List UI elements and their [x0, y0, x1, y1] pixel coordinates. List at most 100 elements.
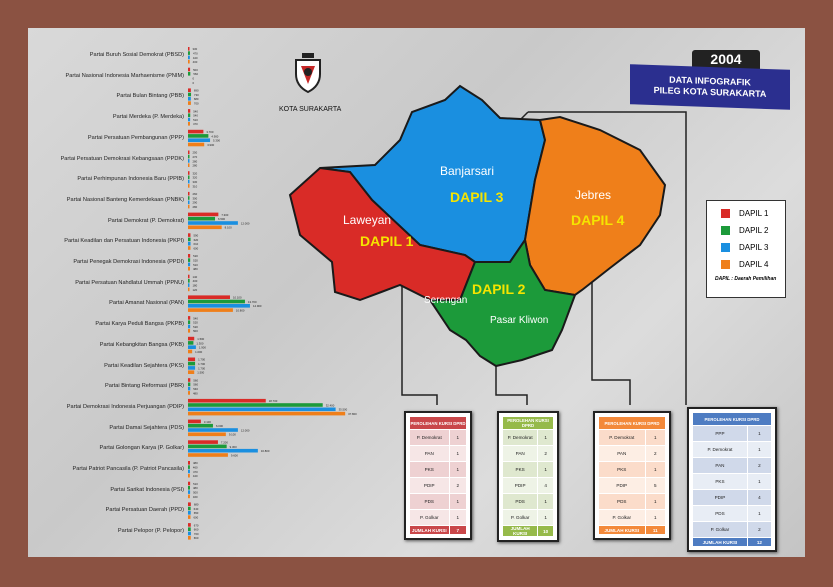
bar-value-label: 6.500 [218, 217, 225, 221]
party-cell: PPP [693, 426, 747, 441]
bar-value-label: 4.900 [211, 134, 218, 138]
table-row: P. Golkar 1 [503, 510, 553, 525]
bar-dapil-3 [188, 428, 238, 432]
table-row: P. Golkar 1 [410, 510, 466, 525]
bar-dapil-2 [188, 134, 209, 138]
bar-value-label: 560 [193, 72, 198, 76]
bar-dapil-1 [188, 191, 190, 196]
party-label: Partai Merdeka (P. Merdeka) [112, 114, 184, 121]
bar-dapil-3 [188, 241, 191, 246]
bar-dapil-2 [188, 72, 191, 76]
bar-dapil-3 [188, 345, 196, 349]
seat-cell: 1 [645, 494, 665, 509]
table-row: P. Demokrat 1 [599, 430, 665, 445]
bar-value-label: 560 [193, 378, 198, 382]
seat-cell: 1 [645, 430, 665, 445]
bar-value-label: 480 [193, 391, 198, 395]
bar-value-label: 32.400 [326, 403, 335, 407]
seat-cell: 1 [747, 426, 771, 441]
bar-value-label: 1.700 [198, 366, 205, 370]
table-row: PAN 1 [410, 446, 466, 461]
party-label: Partai Penegak Demokrasi Indonesia (PPDI… [73, 259, 184, 265]
year-badge: 2004 [692, 50, 760, 69]
bar-dapil-4 [188, 473, 190, 478]
bar-dapil-3 [188, 511, 191, 515]
bar-dapil-1 [188, 316, 191, 320]
table-row: PDS 1 [693, 506, 771, 521]
bar-value-label: 510 [193, 263, 198, 267]
dapil-4-jebres [523, 115, 667, 297]
bar-dapil-4 [188, 536, 191, 540]
city-label: KOTA SURAKARTA [279, 106, 342, 113]
party-label: Partai Nasional Indonesia Marhaenisme (P… [65, 72, 184, 79]
bar-dapil-2 [188, 320, 191, 324]
bar-value-label: 400 [193, 279, 198, 283]
bar-value-label: 10.800 [236, 309, 245, 313]
bar-value-label: 610 [194, 242, 199, 246]
table-header: PEROLEHAN KURSI DPRD [410, 417, 466, 429]
bar-dapil-2 [188, 216, 216, 221]
bar-value-label: 180 [193, 284, 198, 288]
bar-dapil-3 [188, 97, 191, 101]
bar-value-label: 1.000 [195, 350, 202, 354]
bar-dapil-2 [188, 196, 190, 200]
dapil-3-label: DAPIL 3 [450, 189, 504, 205]
bar-value-label: 3.100 [204, 420, 211, 424]
total-label: JUMLAH KURSI [410, 526, 449, 534]
bar-value-label: 260 [193, 192, 198, 196]
party-cell: PAN [599, 446, 645, 461]
total-value: 7 [449, 526, 466, 534]
party-label: Partai Amanat Nasional (PAN) [109, 300, 184, 307]
bar-value-label: 35.500 [339, 408, 348, 412]
bar-value-label: 460 [193, 495, 198, 499]
district-serengan: Serengan [424, 295, 468, 306]
seat-cell: 2 [747, 522, 771, 537]
seat-cell: 2 [747, 458, 771, 473]
bar-dapil-4 [188, 142, 205, 147]
party-cell: PDIP [503, 478, 538, 493]
party-cell: PAN [410, 446, 449, 461]
table-row: P. Demokrat 1 [503, 430, 553, 445]
bar-value-label: 600 [193, 516, 198, 520]
bar-dapil-1 [188, 440, 218, 444]
bar-dapil-1 [188, 502, 191, 506]
bar-dapil-3 [188, 407, 336, 412]
bar-value-label: 520 [193, 259, 198, 263]
bar-value-label: 480 [193, 267, 198, 271]
table-row: PDIP 5 [599, 478, 665, 493]
seat-cell: 1 [747, 506, 771, 521]
table-header: PEROLEHAN KURSI DPRD [599, 417, 665, 429]
bar-dapil-2 [188, 465, 190, 469]
party-label: Partai Demokrasi Indonesia Perjuangan (P… [66, 403, 184, 410]
party-label: Partai Keadilan dan Persatuan Indonesia … [64, 238, 184, 245]
bar-dapil-1 [188, 419, 201, 424]
bar-value-label: 660 [194, 536, 199, 540]
seat-cell: 5 [645, 478, 665, 493]
seat-cell: 2 [538, 446, 553, 461]
bar-value-label: 700 [194, 102, 199, 106]
bar-dapil-2 [188, 299, 245, 304]
bar-dapil-2 [188, 403, 323, 407]
party-cell: PAN [693, 458, 747, 473]
bar-value-label: 120 [193, 288, 198, 292]
bar-dapil-4 [188, 246, 191, 250]
bar-dapil-2 [188, 527, 191, 531]
total-value: 10 [538, 526, 553, 536]
party-cell: PAN [503, 446, 538, 461]
total-value: 12 [747, 538, 771, 546]
bar-value-label: 7.200 [221, 441, 228, 445]
bar-dapil-4 [188, 453, 228, 457]
bar-value-label: 600 [193, 246, 198, 250]
bar-dapil-3 [188, 221, 238, 225]
seat-table-dapil-3: PEROLEHAN KURSI DPRD P. Demokrat 1 PAN 2 PKS 1… [593, 411, 671, 540]
total-row: JUMLAH KURSI 12 [693, 538, 771, 546]
district-banjarsari: Banjarsari [440, 164, 495, 178]
seat-cell: 1 [449, 446, 466, 461]
bar-dapil-2 [188, 279, 190, 283]
bar-value-label: 540 [193, 387, 198, 391]
bar-dapil-1 [188, 129, 204, 134]
bar-value-label: 6.000 [216, 424, 223, 428]
bar-value-label: 500 [193, 68, 198, 72]
